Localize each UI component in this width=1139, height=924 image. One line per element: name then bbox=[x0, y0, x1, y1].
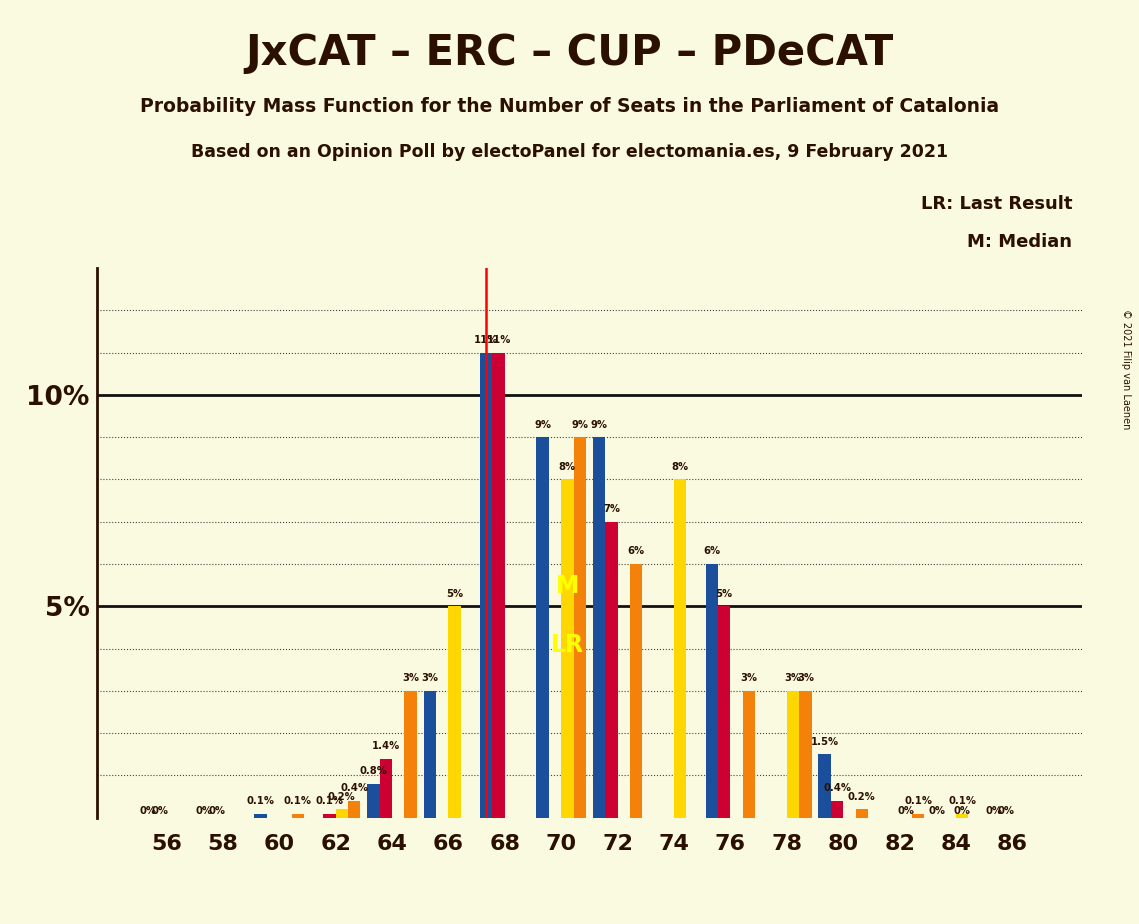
Text: 0.2%: 0.2% bbox=[847, 792, 876, 802]
Bar bbox=[536, 437, 549, 818]
Bar bbox=[855, 809, 868, 818]
Text: M: Median: M: Median bbox=[967, 234, 1072, 251]
Text: 0.4%: 0.4% bbox=[341, 784, 368, 793]
Text: 0.4%: 0.4% bbox=[823, 784, 851, 793]
Text: 0%: 0% bbox=[953, 806, 970, 816]
Bar bbox=[336, 809, 349, 818]
Bar bbox=[956, 813, 968, 818]
Bar bbox=[292, 813, 304, 818]
Text: 3%: 3% bbox=[402, 674, 419, 683]
Text: 0%: 0% bbox=[929, 806, 945, 816]
Bar bbox=[718, 606, 730, 818]
Text: 6%: 6% bbox=[628, 546, 645, 556]
Text: 3%: 3% bbox=[785, 674, 802, 683]
Text: LR: LR bbox=[551, 633, 584, 657]
Text: 5%: 5% bbox=[446, 589, 464, 599]
Text: 0.1%: 0.1% bbox=[284, 796, 312, 806]
Bar bbox=[492, 353, 505, 818]
Text: 5%: 5% bbox=[715, 589, 732, 599]
Text: 6%: 6% bbox=[703, 546, 720, 556]
Text: 0%: 0% bbox=[985, 806, 1002, 816]
Text: Probability Mass Function for the Number of Seats in the Parliament of Catalonia: Probability Mass Function for the Number… bbox=[140, 97, 999, 116]
Text: © 2021 Filip van Laenen: © 2021 Filip van Laenen bbox=[1121, 310, 1131, 430]
Text: 1.4%: 1.4% bbox=[371, 741, 400, 751]
Bar bbox=[605, 522, 617, 818]
Text: 0.1%: 0.1% bbox=[247, 796, 274, 806]
Bar bbox=[787, 691, 800, 818]
Bar bbox=[830, 801, 843, 818]
Bar bbox=[404, 691, 417, 818]
Text: 0%: 0% bbox=[151, 806, 169, 816]
Text: 7%: 7% bbox=[603, 505, 620, 514]
Text: 0%: 0% bbox=[898, 806, 915, 816]
Text: 11%: 11% bbox=[486, 334, 510, 345]
Bar bbox=[424, 691, 436, 818]
Bar bbox=[254, 813, 267, 818]
Text: 1.5%: 1.5% bbox=[811, 736, 838, 747]
Bar bbox=[706, 564, 718, 818]
Text: 0%: 0% bbox=[196, 806, 213, 816]
Bar bbox=[562, 480, 574, 818]
Text: M: M bbox=[556, 574, 579, 598]
Text: 3%: 3% bbox=[797, 674, 814, 683]
Bar bbox=[574, 437, 587, 818]
Text: 8%: 8% bbox=[672, 462, 689, 472]
Bar bbox=[323, 813, 336, 818]
Text: 11%: 11% bbox=[474, 334, 499, 345]
Bar bbox=[630, 564, 642, 818]
Text: 0%: 0% bbox=[208, 806, 226, 816]
Bar bbox=[367, 784, 379, 818]
Text: 0.1%: 0.1% bbox=[316, 796, 344, 806]
Bar bbox=[743, 691, 755, 818]
Text: JxCAT – ERC – CUP – PDeCAT: JxCAT – ERC – CUP – PDeCAT bbox=[245, 32, 894, 74]
Text: Based on an Opinion Poll by electoPanel for electomania.es, 9 February 2021: Based on an Opinion Poll by electoPanel … bbox=[191, 143, 948, 161]
Text: 9%: 9% bbox=[534, 419, 551, 430]
Bar bbox=[449, 606, 461, 818]
Bar bbox=[592, 437, 605, 818]
Text: 3%: 3% bbox=[740, 674, 757, 683]
Text: 9%: 9% bbox=[572, 419, 589, 430]
Text: 0%: 0% bbox=[139, 806, 156, 816]
Bar bbox=[912, 813, 925, 818]
Text: 0.2%: 0.2% bbox=[328, 792, 355, 802]
Text: 0.1%: 0.1% bbox=[949, 796, 976, 806]
Bar bbox=[800, 691, 812, 818]
Bar bbox=[480, 353, 492, 818]
Text: 9%: 9% bbox=[590, 419, 607, 430]
Text: 0.1%: 0.1% bbox=[904, 796, 932, 806]
Bar bbox=[819, 754, 830, 818]
Bar bbox=[674, 480, 687, 818]
Bar bbox=[379, 759, 392, 818]
Text: 8%: 8% bbox=[559, 462, 576, 472]
Text: 0.8%: 0.8% bbox=[360, 766, 387, 776]
Bar bbox=[349, 801, 360, 818]
Text: 3%: 3% bbox=[421, 674, 439, 683]
Text: LR: Last Result: LR: Last Result bbox=[920, 195, 1072, 213]
Text: 0%: 0% bbox=[998, 806, 1015, 816]
